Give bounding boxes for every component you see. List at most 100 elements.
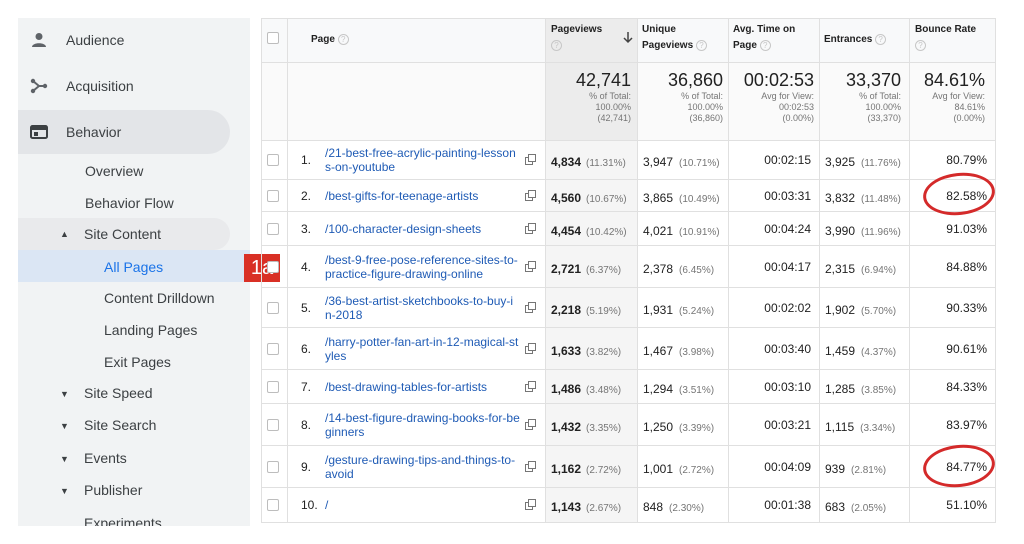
open-page-icon[interactable] bbox=[525, 223, 536, 234]
page-path-link[interactable]: /best-gifts-for-teenage-artists bbox=[325, 189, 525, 203]
total-value: 00:02:53 bbox=[743, 70, 814, 90]
page-path-link[interactable]: /100-character-design-sheets bbox=[325, 222, 525, 236]
nav-events[interactable]: Events bbox=[84, 450, 127, 466]
caret-down-icon: ▼ bbox=[60, 486, 69, 496]
table-row: 2. /best-gifts-for-teenage-artists 4,560 (1… bbox=[261, 180, 996, 212]
pageviews-cell: 4,834 (11.31%) bbox=[551, 153, 633, 171]
nav-site-content[interactable]: Site Content bbox=[84, 226, 162, 242]
grid-line bbox=[261, 179, 996, 180]
total-avg-time: 00:02:53 Avg for View: 00:02:53 (0.00%) bbox=[728, 70, 814, 124]
all-pages-highlight bbox=[18, 250, 250, 282]
nav-item-behavior[interactable]: Behavior bbox=[18, 118, 250, 146]
avg-time-value: 00:02:15 bbox=[764, 153, 811, 167]
total-unique: 36,860 % of Total: 100.00% (36,860) bbox=[637, 70, 723, 124]
header-avg-time[interactable]: Avg. Time on Page ? bbox=[733, 22, 819, 54]
unique-pageviews-cell: 848 (2.30%) bbox=[643, 498, 725, 516]
unique-pageviews-cell: 1,250 (3.39%) bbox=[643, 418, 725, 436]
nav-behavior-flow[interactable]: Behavior Flow bbox=[85, 195, 174, 211]
page-path-line: s-on-youtube bbox=[325, 160, 396, 174]
page-path-link[interactable]: /36-best-artist-sketchbooks-to-buy-i n-20… bbox=[325, 294, 525, 322]
header-bounce-rate[interactable]: Bounce Rate ? bbox=[915, 22, 995, 54]
page-path-link[interactable]: /harry-potter-fan-art-in-12-magical-st yl… bbox=[325, 335, 525, 363]
nav-publisher[interactable]: Publisher bbox=[84, 482, 143, 498]
row-checkbox[interactable] bbox=[267, 381, 279, 393]
caret-down-icon: ▼ bbox=[60, 389, 69, 399]
entrances-value: 2,315 bbox=[825, 262, 856, 276]
unique-pageviews-cell: 2,378 (6.45%) bbox=[643, 260, 725, 278]
total-entrances: 33,370 % of Total: 100.00% (33,370) bbox=[819, 70, 901, 124]
open-page-icon[interactable] bbox=[525, 154, 536, 165]
open-page-icon[interactable] bbox=[525, 419, 536, 430]
page-path-link[interactable]: /gesture-drawing-tips-and-things-to-avoi… bbox=[325, 453, 525, 481]
row-checkbox[interactable] bbox=[267, 343, 279, 355]
pageviews-value: 1,486 bbox=[551, 382, 582, 396]
open-page-icon[interactable] bbox=[525, 343, 536, 354]
table-row: 4. /best-9-free-pose-reference-sites-to-p… bbox=[261, 246, 996, 288]
row-checkbox[interactable] bbox=[267, 419, 279, 431]
open-page-icon[interactable] bbox=[525, 381, 536, 392]
pageviews-value: 1,633 bbox=[551, 344, 582, 358]
open-page-icon[interactable] bbox=[525, 461, 536, 472]
page-path-link[interactable]: /best-9-free-pose-reference-sites-to-pra… bbox=[325, 253, 525, 281]
entrances-percent: (4.37%) bbox=[861, 347, 897, 358]
row-checkbox[interactable] bbox=[267, 190, 279, 202]
nav-overview[interactable]: Overview bbox=[85, 163, 144, 179]
pageviews-cell: 1,432 (3.35%) bbox=[551, 418, 633, 436]
page-path-line: /best-gifts-for-teenage-artists bbox=[325, 189, 479, 203]
help-icon[interactable]: ? bbox=[915, 39, 926, 51]
select-all-checkbox[interactable] bbox=[267, 32, 279, 44]
help-icon[interactable]: ? bbox=[875, 33, 887, 45]
nav-exit-pages[interactable]: Exit Pages bbox=[104, 354, 171, 370]
page-path-line: /36-best-artist-sketchbooks-to-buy-i bbox=[325, 294, 514, 308]
nav-experiments[interactable]: Experiments bbox=[84, 515, 162, 526]
nav-item-acquisition[interactable]: Acquisition bbox=[18, 72, 250, 100]
nav-site-search[interactable]: Site Search bbox=[84, 417, 157, 433]
help-icon[interactable]: ? bbox=[759, 39, 771, 51]
grid-line bbox=[261, 403, 996, 404]
nav-all-pages[interactable]: All Pages bbox=[104, 259, 164, 275]
pageviews-cell: 1,143 (2.67%) bbox=[551, 498, 633, 516]
header-entrances[interactable]: Entrances ? bbox=[824, 32, 910, 48]
nav-item-audience[interactable]: Audience bbox=[18, 26, 250, 54]
pageviews-cell: 1,162 (2.72%) bbox=[551, 460, 633, 478]
help-icon[interactable]: ? bbox=[695, 39, 707, 51]
bounce-rate-value: 82.58% bbox=[946, 189, 987, 203]
nav-site-speed[interactable]: Site Speed bbox=[84, 385, 153, 401]
open-page-icon[interactable] bbox=[525, 302, 536, 313]
avg-time-value: 00:04:24 bbox=[764, 222, 811, 236]
page-path-link[interactable]: / bbox=[325, 498, 525, 512]
row-checkbox[interactable] bbox=[267, 261, 279, 273]
page-path-link[interactable]: /21-best-free-acrylic-painting-lesson s-o… bbox=[325, 146, 525, 174]
total-caption: % of Total: bbox=[589, 91, 631, 101]
sorted-column-bg bbox=[545, 140, 637, 522]
header-pageviews[interactable]: Pageviews ? bbox=[551, 22, 635, 54]
bounce-rate-value: 90.33% bbox=[946, 301, 987, 315]
entrances-percent: (2.81%) bbox=[851, 465, 887, 476]
row-checkbox[interactable] bbox=[267, 461, 279, 473]
header-page[interactable]: Page ? bbox=[311, 32, 349, 48]
page-path-link[interactable]: /best-drawing-tables-for-artists bbox=[325, 380, 525, 394]
open-page-icon[interactable] bbox=[525, 261, 536, 272]
help-icon[interactable]: ? bbox=[337, 33, 349, 45]
unique-value: 1,467 bbox=[643, 344, 674, 358]
row-checkbox[interactable] bbox=[267, 499, 279, 511]
sort-down-arrow-icon[interactable] bbox=[623, 32, 633, 44]
bounce-rate-value: 51.10% bbox=[946, 498, 987, 512]
row-checkbox[interactable] bbox=[267, 154, 279, 166]
nav-content-drilldown[interactable]: Content Drilldown bbox=[104, 290, 215, 306]
behavior-icon bbox=[30, 123, 48, 141]
unique-pageviews-cell: 1,001 (2.72%) bbox=[643, 460, 725, 478]
entrances-percent: (6.94%) bbox=[861, 265, 897, 276]
header-unique-pageviews[interactable]: Unique Pageviews ? bbox=[642, 22, 728, 54]
open-page-icon[interactable] bbox=[525, 190, 536, 201]
row-checkbox[interactable] bbox=[267, 223, 279, 235]
nav-landing-pages[interactable]: Landing Pages bbox=[104, 322, 198, 338]
page-path-link[interactable]: /14-best-figure-drawing-books-for-be ginn… bbox=[325, 411, 525, 439]
pageviews-cell: 4,454 (10.42%) bbox=[551, 222, 633, 240]
row-checkbox[interactable] bbox=[267, 302, 279, 314]
open-page-icon[interactable] bbox=[525, 499, 536, 510]
help-icon[interactable]: ? bbox=[551, 39, 562, 51]
table-row: 10. / 1,143 (2.67%) 848 (2.30%) 00:01:38 683 (2.… bbox=[261, 488, 996, 522]
header-pageviews-label: Pageviews bbox=[551, 24, 603, 35]
pageviews-percent: (3.82%) bbox=[586, 347, 622, 358]
